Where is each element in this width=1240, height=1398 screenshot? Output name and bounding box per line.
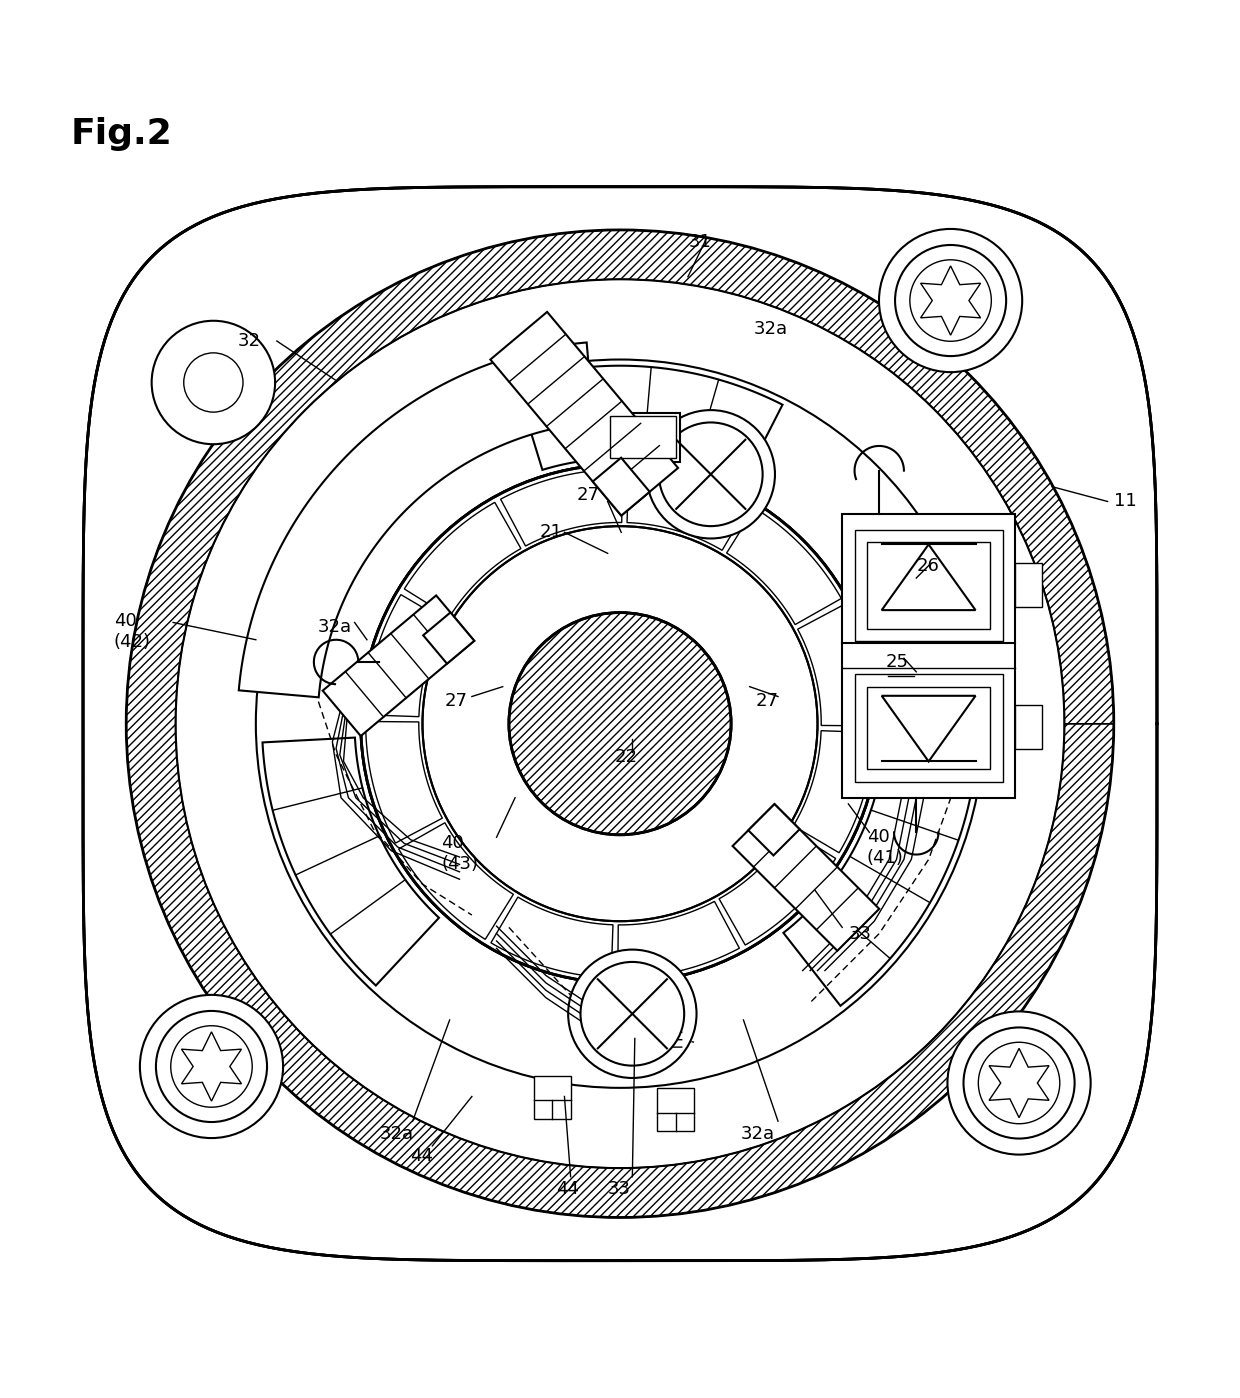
Circle shape — [182, 285, 1058, 1162]
Bar — [1016, 705, 1042, 749]
Circle shape — [361, 464, 879, 983]
Polygon shape — [83, 187, 1157, 1261]
Polygon shape — [322, 596, 474, 735]
Circle shape — [580, 962, 684, 1065]
Bar — [533, 1075, 570, 1118]
Text: 26: 26 — [916, 556, 939, 575]
Text: 32: 32 — [237, 331, 260, 350]
Bar — [867, 542, 991, 629]
Polygon shape — [593, 457, 650, 516]
Text: 27: 27 — [445, 692, 467, 710]
Polygon shape — [490, 312, 678, 516]
Circle shape — [895, 245, 1006, 356]
Text: 32a: 32a — [379, 1124, 413, 1142]
Polygon shape — [126, 229, 1114, 1218]
Text: 44: 44 — [556, 1180, 579, 1198]
Bar — [854, 530, 1003, 640]
Polygon shape — [501, 470, 622, 547]
Text: 25: 25 — [885, 653, 909, 671]
Text: 27: 27 — [756, 692, 779, 710]
Circle shape — [255, 359, 985, 1088]
Polygon shape — [181, 1032, 242, 1102]
Polygon shape — [516, 366, 782, 488]
Text: 32a: 32a — [317, 618, 352, 636]
Text: 21: 21 — [539, 523, 563, 541]
Circle shape — [171, 1026, 252, 1107]
Circle shape — [140, 995, 283, 1138]
Text: 40
(43): 40 (43) — [441, 833, 477, 872]
Bar — [867, 686, 991, 769]
Circle shape — [156, 1011, 267, 1123]
Circle shape — [361, 464, 879, 983]
Polygon shape — [491, 898, 613, 977]
Text: 33: 33 — [848, 924, 872, 942]
Bar — [842, 514, 1016, 798]
Circle shape — [910, 260, 991, 341]
Polygon shape — [794, 731, 874, 853]
Circle shape — [646, 410, 775, 538]
Polygon shape — [404, 502, 521, 617]
Text: Fig.2: Fig.2 — [71, 116, 172, 151]
Circle shape — [879, 229, 1022, 372]
Polygon shape — [263, 738, 439, 986]
Circle shape — [963, 1028, 1075, 1138]
Circle shape — [658, 422, 763, 526]
Text: 40
(41): 40 (41) — [867, 828, 904, 867]
Polygon shape — [366, 721, 443, 843]
Circle shape — [151, 320, 275, 445]
Polygon shape — [990, 1048, 1049, 1117]
Polygon shape — [618, 902, 739, 979]
Text: 33: 33 — [608, 1180, 631, 1198]
Text: 44: 44 — [410, 1146, 433, 1165]
Polygon shape — [920, 266, 981, 336]
Polygon shape — [423, 612, 474, 664]
Text: 11: 11 — [1114, 492, 1137, 510]
Polygon shape — [606, 412, 680, 461]
Text: 40
(42): 40 (42) — [114, 612, 151, 650]
Text: 32a: 32a — [754, 320, 787, 338]
Polygon shape — [784, 761, 975, 1005]
Circle shape — [947, 1011, 1091, 1155]
Polygon shape — [366, 594, 446, 717]
Polygon shape — [239, 343, 594, 698]
Circle shape — [184, 352, 243, 412]
Text: 27: 27 — [577, 487, 600, 505]
Polygon shape — [627, 470, 749, 551]
Polygon shape — [748, 804, 800, 856]
Bar — [657, 1088, 694, 1131]
Circle shape — [568, 949, 697, 1078]
Bar — [854, 674, 1003, 781]
Polygon shape — [719, 830, 836, 945]
Circle shape — [978, 1043, 1060, 1124]
Circle shape — [423, 526, 817, 921]
Bar — [1016, 562, 1042, 607]
Text: 31: 31 — [689, 233, 712, 252]
Polygon shape — [733, 804, 879, 951]
Text: 32a: 32a — [742, 1124, 775, 1142]
Polygon shape — [727, 507, 841, 625]
Text: 22: 22 — [615, 748, 639, 766]
Polygon shape — [399, 823, 513, 939]
Circle shape — [508, 612, 732, 835]
Polygon shape — [610, 417, 676, 459]
Polygon shape — [797, 604, 874, 726]
